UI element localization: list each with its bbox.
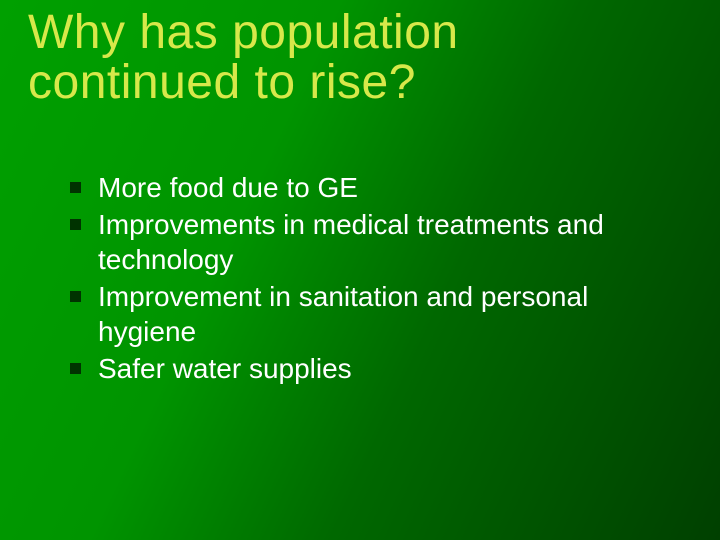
list-item: Safer water supplies [70,351,670,386]
bullet-text: More food due to GE [98,172,358,203]
list-item: Improvement in sanitation and personal h… [70,279,670,349]
slide-title: Why has population continued to rise? [28,8,680,109]
list-item: Improvements in medical treatments and t… [70,207,670,277]
slide: Why has population continued to rise? Mo… [0,0,720,540]
bullet-list: More food due to GE Improvements in medi… [70,170,670,388]
list-item: More food due to GE [70,170,670,205]
bullet-text: Improvement in sanitation and personal h… [98,281,588,347]
bullet-text: Improvements in medical treatments and t… [98,209,604,275]
bullet-text: Safer water supplies [98,353,352,384]
